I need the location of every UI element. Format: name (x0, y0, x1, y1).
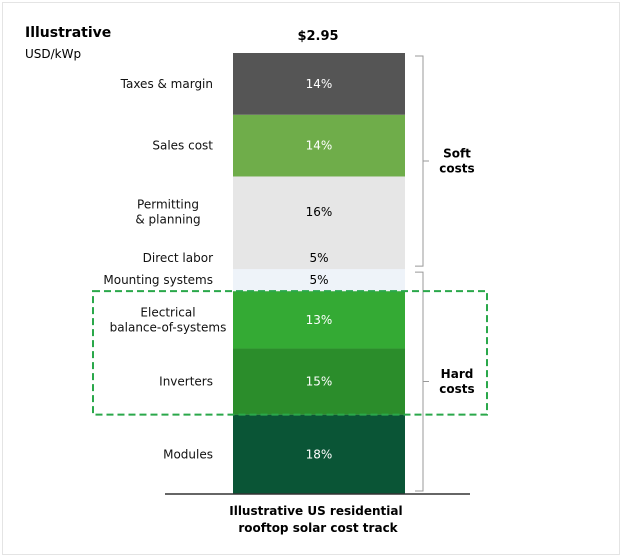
bar-segment (233, 247, 405, 270)
unit-label: USD/kWp (25, 47, 81, 61)
segment-category-label: Electrical balance-of-systems (110, 305, 227, 334)
group-brace (415, 271, 429, 492)
bar-segment (233, 176, 405, 248)
segment-value-label: 15% (306, 375, 333, 389)
segment-category-label: Inverters (159, 375, 213, 389)
bar-segment (233, 414, 405, 494)
group-label: Hard costs (439, 367, 474, 396)
segment-value-label: 16% (306, 205, 333, 219)
total-label: $2.95 (297, 29, 338, 44)
segment-value-label: 5% (309, 273, 328, 287)
segment-value-label: 14% (306, 139, 333, 153)
segment-category-label: Permitting & planning (135, 197, 200, 226)
segment-value-label: 13% (306, 313, 333, 327)
bar-segment (233, 114, 405, 177)
hard-cost-highlight-box (92, 290, 488, 416)
group-brace (415, 55, 429, 267)
bar-segment (233, 269, 405, 292)
segment-category-label: Taxes & margin (120, 77, 213, 91)
bar-segments: 18% Modules 15% Inverters 13% Electrical balan… (103, 53, 405, 494)
segment-value-label: 14% (306, 77, 333, 91)
segment-category-label: Sales cost (152, 139, 213, 153)
segment-value-label: 18% (306, 447, 333, 461)
segment-value-label: 5% (309, 251, 328, 265)
caption-line: Illustrative US residential (229, 504, 402, 518)
segment-category-label: Modules (163, 447, 213, 461)
segment-category-label: Mounting systems (103, 273, 213, 287)
bar-segment (233, 291, 405, 349)
caption-line: rooftop solar cost track (238, 521, 398, 535)
cost-group-braces: Hard costs Soft costs (92, 55, 488, 492)
chart-caption: Illustrative US residential rooftop sola… (229, 504, 407, 535)
chart-title: Illustrative (25, 25, 111, 41)
segment-category-label: Direct labor (143, 251, 213, 265)
bar-segment (233, 348, 405, 415)
group-label: Soft costs (439, 147, 474, 176)
bar-segment (233, 53, 405, 115)
